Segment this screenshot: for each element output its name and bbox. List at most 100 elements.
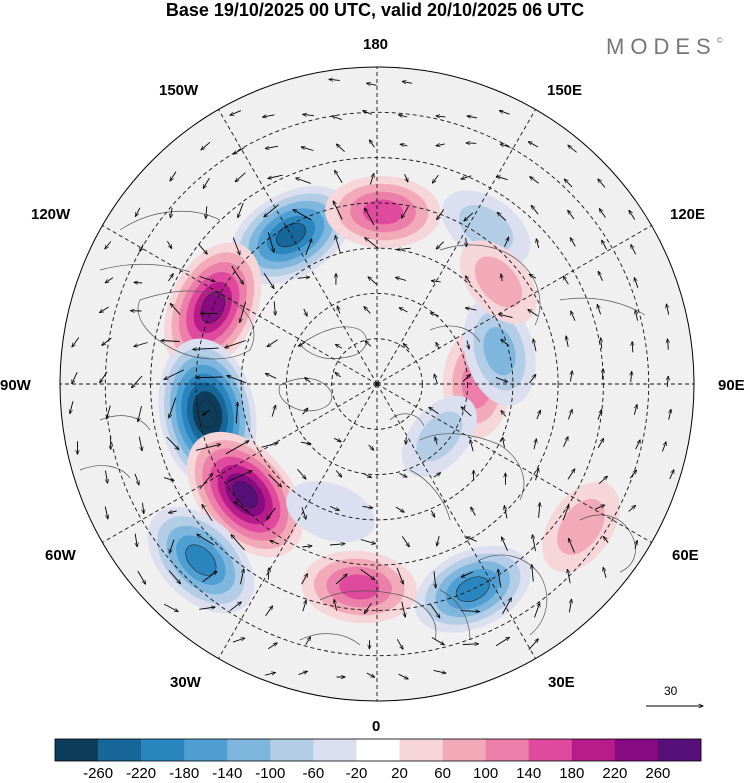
wind-vector bbox=[669, 470, 674, 480]
wind-vector bbox=[231, 535, 245, 551]
wind-vector bbox=[437, 535, 440, 546]
meridian-line bbox=[376, 109, 536, 385]
wind-vector bbox=[503, 437, 505, 448]
wind-vector bbox=[433, 669, 446, 673]
wind-vector bbox=[399, 115, 408, 117]
wind-vector bbox=[568, 145, 577, 153]
colorbar-swatch bbox=[313, 739, 357, 761]
wind-vector bbox=[433, 473, 441, 478]
wind-vector bbox=[598, 179, 606, 188]
wind-vector bbox=[461, 407, 472, 417]
wind-vector bbox=[628, 505, 636, 512]
wind-vector bbox=[164, 369, 184, 380]
colorbar bbox=[54, 738, 702, 762]
colorbar-swatch bbox=[141, 739, 185, 761]
wind-vector bbox=[335, 236, 341, 254]
wind-vector bbox=[363, 473, 371, 478]
longitude-label-30w: 30W bbox=[170, 674, 201, 691]
wind-vector bbox=[396, 277, 407, 281]
wind-vector bbox=[499, 314, 513, 318]
meridian-line bbox=[376, 383, 536, 659]
wind-vector bbox=[504, 237, 509, 247]
wind-vector bbox=[336, 344, 343, 349]
anomaly-contour bbox=[483, 327, 516, 376]
longitude-label-60e: 60E bbox=[672, 547, 699, 564]
wind-vector bbox=[203, 177, 210, 188]
wind-vector bbox=[367, 83, 377, 85]
wind-vector bbox=[563, 276, 569, 285]
wind-vector bbox=[163, 603, 178, 612]
wind-vector bbox=[329, 505, 339, 510]
wind-vector bbox=[602, 369, 603, 380]
wind-vector bbox=[400, 144, 408, 146]
wind-vector bbox=[305, 239, 312, 256]
wind-vector bbox=[296, 178, 311, 184]
wind-vector bbox=[335, 470, 342, 478]
wind-vector bbox=[137, 570, 146, 584]
wind-vector bbox=[138, 406, 142, 422]
wind-vector bbox=[231, 265, 244, 284]
wind-vector bbox=[563, 437, 569, 447]
wind-vector bbox=[501, 274, 502, 282]
wind-vector bbox=[302, 546, 312, 547]
wind-vector bbox=[529, 374, 535, 384]
wind-vector bbox=[539, 503, 540, 518]
wind-vector bbox=[198, 244, 208, 254]
wind-vector bbox=[335, 373, 341, 378]
wind-vector bbox=[562, 505, 569, 521]
wind-vector bbox=[199, 607, 215, 610]
meridian-line bbox=[376, 383, 652, 543]
wind-vector bbox=[169, 539, 175, 554]
anomaly-contour bbox=[455, 576, 490, 602]
wind-vector bbox=[134, 282, 143, 283]
wind-vector bbox=[601, 338, 602, 349]
wind-vector bbox=[333, 201, 343, 220]
wind-vector bbox=[398, 673, 409, 679]
wind-vector bbox=[501, 339, 510, 347]
wind-vector bbox=[364, 602, 372, 613]
wind-vector bbox=[667, 376, 668, 387]
wind-vector bbox=[268, 474, 282, 486]
colorbar-swatch bbox=[55, 739, 99, 761]
wind-vector bbox=[232, 638, 245, 643]
wind-vector bbox=[365, 238, 380, 249]
wind-vector bbox=[534, 439, 536, 450]
colorbar-tick-label: -60 bbox=[302, 765, 325, 782]
colorbar-swatch bbox=[399, 739, 443, 761]
anomaly-contour bbox=[362, 199, 404, 225]
wind-vector bbox=[267, 643, 277, 650]
wind-vector bbox=[430, 313, 439, 317]
wind-vector bbox=[406, 436, 407, 444]
colorbar-swatch bbox=[270, 739, 314, 761]
wind-vector bbox=[495, 376, 508, 382]
wind-vector bbox=[236, 402, 237, 424]
coastlines bbox=[79, 210, 646, 646]
wind-vector bbox=[401, 601, 406, 617]
wind-vector bbox=[268, 568, 269, 580]
wind-vector bbox=[436, 241, 445, 249]
colorbar-tick-label: 140 bbox=[516, 765, 542, 782]
wind-vector bbox=[362, 506, 373, 508]
wind-vector bbox=[297, 277, 310, 278]
wind-vector bbox=[536, 239, 538, 249]
wind-vector bbox=[535, 468, 539, 481]
wind-vector bbox=[528, 639, 539, 650]
wind-vector bbox=[467, 537, 477, 542]
wind-vector bbox=[534, 603, 540, 618]
wind-vector bbox=[594, 505, 605, 510]
wind-vector bbox=[134, 342, 148, 347]
wind-vector bbox=[369, 174, 374, 185]
wind-vector bbox=[460, 611, 480, 612]
wind-vector bbox=[498, 569, 502, 588]
wind-vector bbox=[597, 305, 602, 315]
anomaly-negative-kamchatka bbox=[441, 190, 531, 267]
latitude-circle bbox=[285, 292, 469, 476]
wind-vector bbox=[261, 443, 278, 448]
wind-vector bbox=[196, 377, 223, 378]
wind-vector bbox=[431, 281, 441, 282]
wind-vector bbox=[265, 373, 277, 379]
wind-vector bbox=[268, 174, 283, 178]
colorbar-swatch bbox=[571, 739, 616, 761]
longitude-label-120w: 120W bbox=[31, 206, 71, 223]
wind-vector bbox=[395, 506, 404, 512]
